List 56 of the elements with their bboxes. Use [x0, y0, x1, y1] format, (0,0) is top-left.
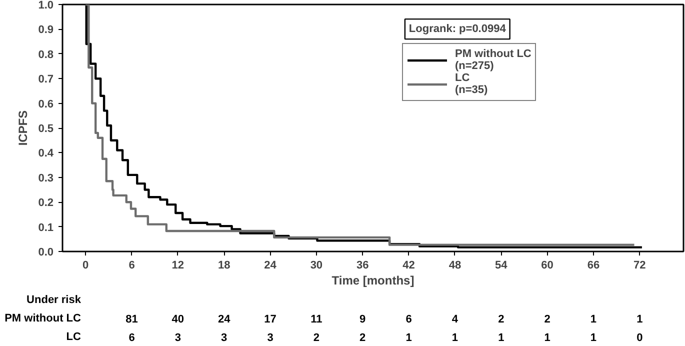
text: 1 — [590, 314, 597, 326]
x-tick-label: 54 — [495, 260, 508, 272]
text: 3 — [174, 332, 181, 344]
y-tick-label: 0.8 — [38, 48, 54, 61]
y-tick-label: 0.0 — [38, 246, 54, 258]
x-tick-label: 0 — [82, 260, 89, 272]
text: Under risk — [26, 294, 82, 306]
x-tick-label: 18 — [218, 260, 230, 272]
text: 1 — [544, 332, 550, 344]
text: 4 — [452, 314, 459, 326]
legend-label: PM without LC (n=275) — [455, 48, 532, 72]
y-tick-label: 0.2 — [38, 197, 54, 210]
y-tick-label: 1.0 — [38, 0, 54, 12]
text: 2 — [313, 332, 320, 344]
text: 2 — [498, 314, 504, 326]
y-tick-label: 0.9 — [38, 24, 54, 36]
y-tick-label: 0.3 — [38, 172, 54, 184]
text: 9 — [360, 314, 366, 326]
text: 0 — [636, 332, 643, 344]
y-tick-label: 0.6 — [38, 98, 54, 110]
text: 1 — [498, 332, 504, 344]
text: 81 — [126, 314, 138, 326]
text: 1 — [590, 332, 597, 344]
text: 6 — [128, 332, 135, 344]
text: PM without LC — [4, 312, 82, 324]
text: 1 — [452, 332, 458, 344]
x-tick-label: 24 — [264, 260, 278, 272]
y-tick-label: 0.7 — [38, 74, 54, 86]
y-axis-title: ICPFS — [16, 110, 30, 146]
x-tick-label: 6 — [128, 260, 135, 272]
legend-label: LC (n=35) — [455, 72, 488, 96]
x-tick-label: 66 — [587, 260, 600, 272]
x-tick-label: 72 — [634, 260, 646, 272]
x-tick-label: 48 — [448, 260, 462, 272]
text: 1 — [406, 332, 412, 344]
text: 40 — [172, 314, 184, 326]
text: 1 — [636, 314, 643, 326]
text: 11 — [310, 314, 322, 326]
text: 17 — [264, 314, 276, 326]
y-tick-label: 0.5 — [38, 123, 54, 135]
x-tick-label: 60 — [541, 260, 554, 272]
text: 6 — [406, 314, 412, 326]
y-tick-label: 0.4 — [38, 148, 54, 160]
x-tick-label: 12 — [172, 260, 184, 272]
x-axis-title: Time [months] — [332, 274, 414, 288]
x-tick-label: 30 — [310, 260, 323, 272]
text: 24 — [218, 314, 232, 326]
text: LC — [66, 331, 82, 344]
text: 3 — [267, 332, 274, 344]
annotation: Logrank: p=0.0994 — [408, 23, 507, 36]
y-tick-label: 0.1 — [38, 222, 54, 234]
x-tick-label: 42 — [402, 260, 415, 272]
text: 2 — [544, 314, 550, 326]
text: 3 — [221, 332, 228, 344]
text: 2 — [360, 332, 366, 344]
x-tick-label: 36 — [356, 260, 369, 272]
